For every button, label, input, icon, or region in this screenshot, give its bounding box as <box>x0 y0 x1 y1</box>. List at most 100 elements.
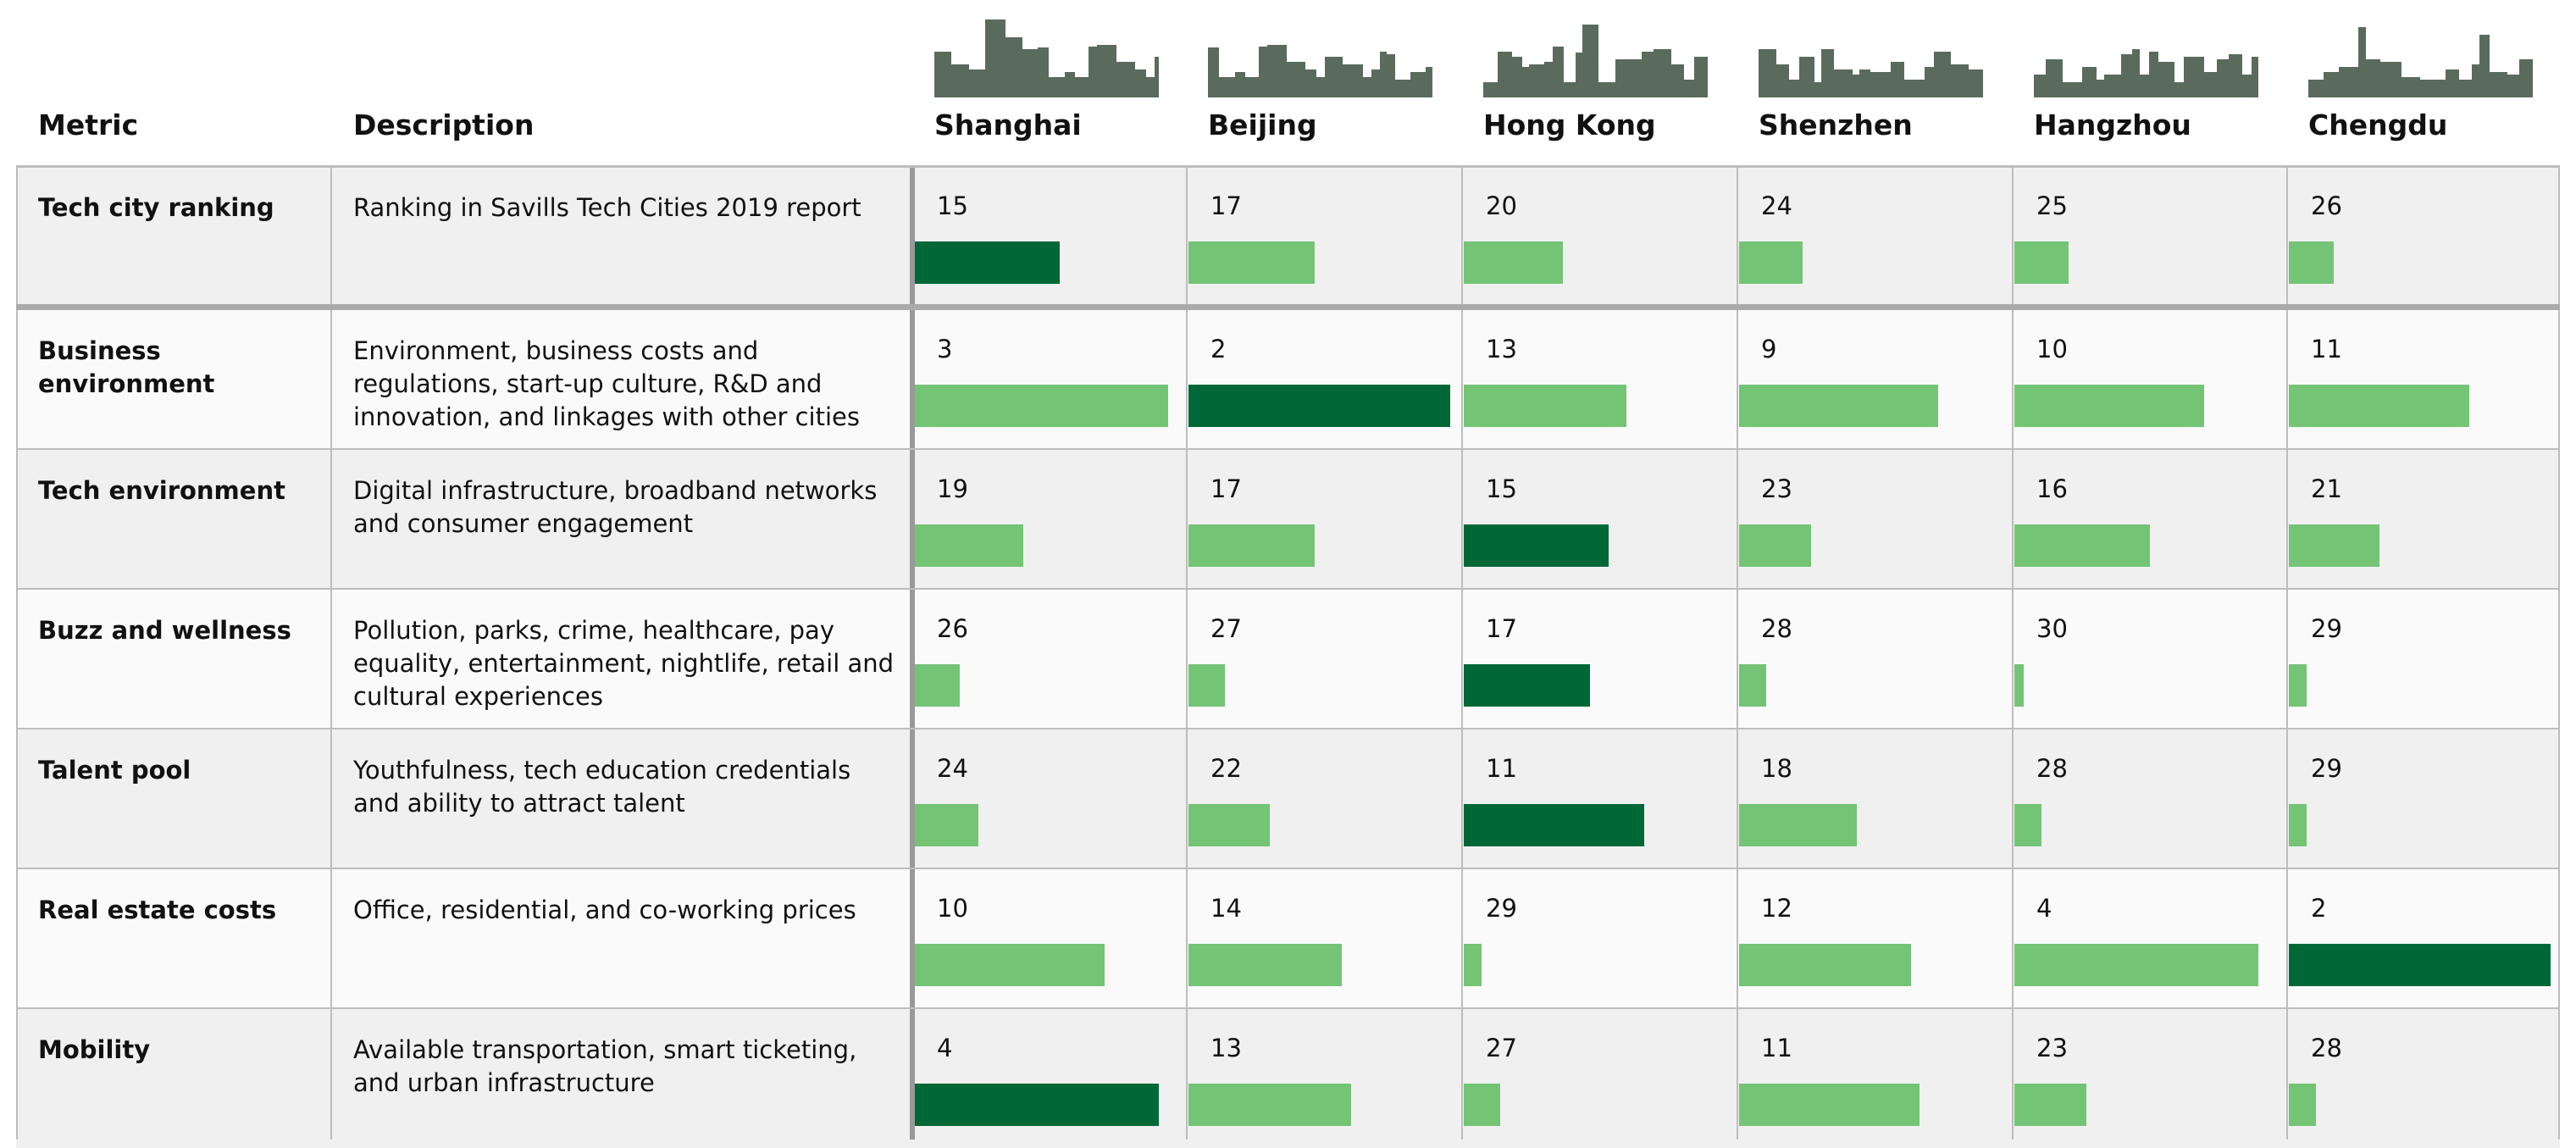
building <box>1553 47 1564 97</box>
rank-value: 25 <box>2036 191 2068 220</box>
rank-bar <box>1464 524 1609 567</box>
rank-bar <box>915 804 978 846</box>
rank-value: 18 <box>1761 754 1792 783</box>
header-city: Beijing <box>1208 108 1317 141</box>
column-border <box>2012 166 2014 1140</box>
rank-bar <box>2014 804 2041 846</box>
rank-value: 29 <box>1486 894 1517 923</box>
rank-value: 26 <box>2311 191 2342 220</box>
rank-bar <box>1739 944 1911 986</box>
section-divider <box>16 304 2560 310</box>
rank-bar <box>2014 944 2258 986</box>
metric-name: Talent pool <box>38 754 292 787</box>
rank-value: 4 <box>937 1034 952 1062</box>
rank-bar <box>1739 1084 1920 1126</box>
rank-bar <box>1188 385 1450 427</box>
row-border <box>16 588 2560 590</box>
skyline-base <box>2308 91 2533 97</box>
building <box>1089 47 1097 97</box>
metric-description: Pollution, parks, crime, healthcare, pay… <box>353 614 895 713</box>
row-border <box>16 868 2560 869</box>
building <box>1208 47 1219 97</box>
metric-name: Buzz and wellness <box>38 614 292 647</box>
rank-value: 10 <box>2036 335 2068 363</box>
rank-value: 22 <box>1210 754 1242 783</box>
building <box>1038 47 1049 97</box>
rank-bar <box>2289 944 2551 986</box>
building <box>985 19 1005 97</box>
header-city: Shanghai <box>934 108 1082 141</box>
rank-bar <box>1464 664 1590 707</box>
skyline-base <box>1759 91 1983 97</box>
metric-description: Ranking in Savills Tech Cities 2019 repo… <box>353 191 895 225</box>
column-border <box>2558 166 2560 1140</box>
rank-bar <box>1739 664 1766 707</box>
row-border <box>16 448 2560 450</box>
rank-value: 28 <box>1761 614 1792 643</box>
rank-value: 29 <box>2311 754 2342 783</box>
header-city: Shenzhen <box>1759 108 1913 141</box>
metric-name: Business environment <box>38 335 292 401</box>
rank-value: 27 <box>1210 614 1242 643</box>
rank-value: 24 <box>937 754 968 783</box>
rank-value: 2 <box>2311 894 2326 923</box>
metric-description: Youthfulness, tech education credentials… <box>353 754 895 820</box>
building <box>1380 52 1387 97</box>
skyline-base <box>1208 91 1432 97</box>
rank-value: 17 <box>1210 474 1242 503</box>
skyline-icon <box>1483 13 1708 97</box>
building <box>1259 47 1267 97</box>
rank-value: 11 <box>1761 1034 1792 1062</box>
rank-bar <box>2014 1084 2086 1126</box>
rank-value: 9 <box>1761 335 1776 363</box>
rank-value: 13 <box>1210 1034 1242 1062</box>
rank-bar <box>1188 804 1270 846</box>
table-top-border <box>16 165 2560 168</box>
rank-bar <box>1464 804 1644 846</box>
rank-value: 17 <box>1210 191 1242 220</box>
row-background <box>16 868 2560 1008</box>
column-border <box>16 166 18 1140</box>
building <box>2479 35 2490 97</box>
rank-value: 26 <box>937 614 968 643</box>
rank-bar <box>1739 524 1811 567</box>
rank-bar <box>2289 804 2307 846</box>
rank-value: 29 <box>2311 614 2342 643</box>
rank-value: 23 <box>1761 474 1792 503</box>
rank-bar <box>1188 664 1225 707</box>
rank-bar <box>2289 385 2469 427</box>
rank-value: 12 <box>1761 894 1792 923</box>
header-city: Hong Kong <box>1483 108 1656 141</box>
rank-bar <box>1188 1084 1351 1126</box>
rank-value: 28 <box>2311 1034 2342 1062</box>
rank-value: 21 <box>2311 474 2342 503</box>
rank-value: 28 <box>2036 754 2068 783</box>
rank-bar <box>915 385 1168 427</box>
building <box>1934 52 1951 97</box>
rank-bar <box>915 241 1060 284</box>
table-view: MetricDescriptionShanghaiBeijingHong Kon… <box>0 0 2576 1140</box>
row-border <box>16 728 2560 729</box>
rank-value: 13 <box>1486 335 1517 363</box>
rank-bar <box>1464 944 1482 986</box>
rank-bar <box>915 1084 1159 1126</box>
rank-bar <box>2014 524 2150 567</box>
column-border <box>1461 166 1463 1140</box>
row-border <box>16 1007 2560 1009</box>
rank-bar <box>1188 241 1315 284</box>
building <box>1267 45 1287 97</box>
metric-description: Digital infrastructure, broadband networ… <box>353 474 895 541</box>
rank-value: 14 <box>1210 894 1242 923</box>
metric-description: Office, residential, and co-working pric… <box>353 894 895 927</box>
column-border <box>1737 166 1738 1140</box>
rank-value: 11 <box>2311 335 2342 363</box>
rank-bar <box>2014 664 2024 707</box>
metric-description: Available transportation, smart ticketin… <box>353 1034 895 1100</box>
rank-bar <box>1739 804 1857 846</box>
rank-value: 23 <box>2036 1034 2068 1062</box>
metric-name: Real estate costs <box>38 894 292 927</box>
rank-value: 16 <box>2036 474 2068 503</box>
skyline-icon <box>934 13 1159 97</box>
rank-bar <box>2289 1084 2316 1126</box>
metric-name: Tech city ranking <box>38 191 292 225</box>
